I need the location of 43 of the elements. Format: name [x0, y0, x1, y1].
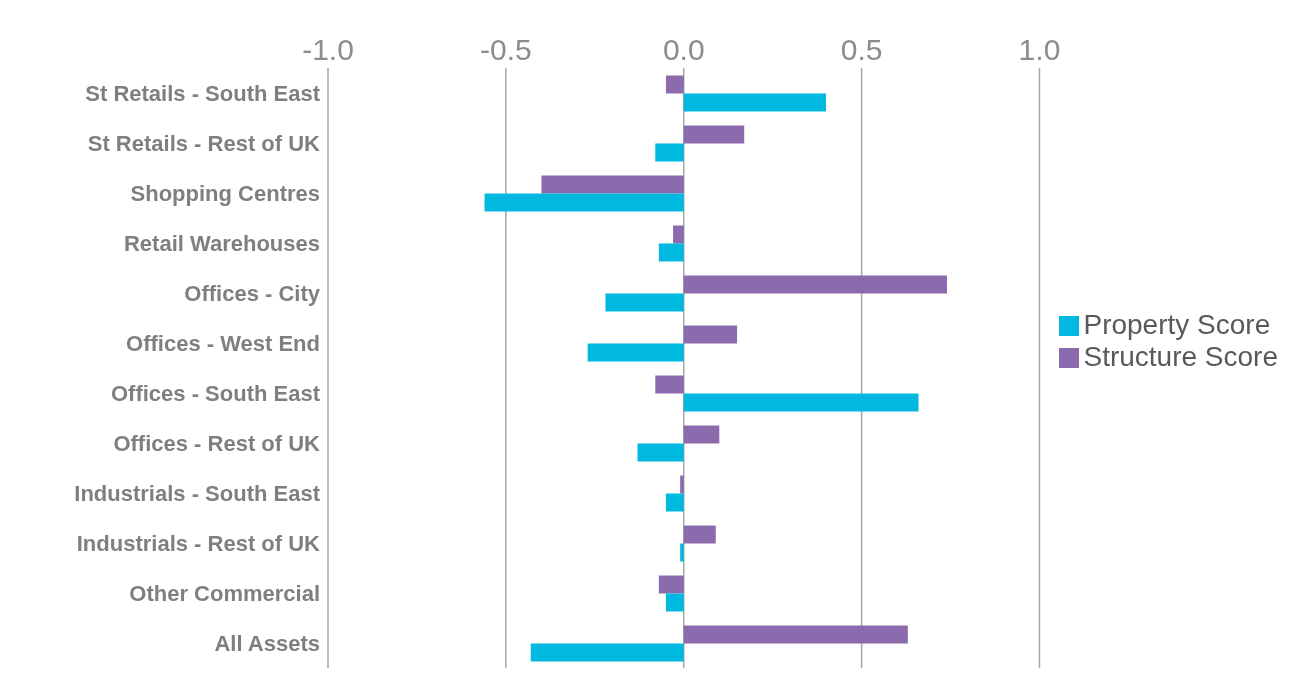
y-tick-label: All Assets [214, 630, 320, 656]
x-tick-label: 1.0 [1018, 33, 1061, 66]
bar [655, 143, 684, 162]
legend-label: Structure Score [1083, 340, 1278, 372]
bar [683, 93, 827, 112]
bar [665, 593, 684, 612]
y-tick-label: Offices - South East [110, 380, 321, 406]
bar [658, 575, 684, 594]
bar [665, 493, 684, 512]
x-tick-label: 0.0 [662, 33, 705, 66]
bar [655, 375, 684, 394]
y-tick-label: Offices - City [184, 280, 321, 306]
bar [683, 325, 738, 344]
legend-label: Property Score [1083, 308, 1271, 340]
x-tick-label: -1.0 [302, 33, 354, 66]
bar [484, 193, 684, 212]
bar [683, 525, 716, 544]
y-tick-label: Industrials - Rest of UK [76, 530, 321, 556]
bar [587, 343, 684, 362]
y-tick-label: Industrials - South East [74, 480, 321, 506]
bar [658, 243, 684, 262]
y-tick-label: St Retails - South East [85, 80, 321, 106]
bar [680, 543, 684, 562]
bar [683, 275, 947, 294]
y-tick-label: St Retails - Rest of UK [87, 130, 321, 156]
bar [637, 443, 684, 462]
y-tick-label: Offices - West End [126, 330, 320, 356]
bar [683, 625, 908, 644]
bar [665, 75, 684, 94]
y-tick-label: Other Commercial [129, 580, 320, 606]
bar [541, 175, 684, 194]
y-tick-label: Shopping Centres [130, 180, 320, 206]
y-tick-label: Offices - Rest of UK [113, 430, 321, 456]
bar [673, 225, 684, 244]
bar [530, 643, 684, 662]
x-tick-label: 0.5 [840, 33, 883, 66]
bar [605, 293, 684, 312]
y-tick-label: Retail Warehouses [123, 230, 320, 256]
x-tick-label: -0.5 [480, 33, 532, 66]
bar [683, 393, 919, 412]
bar [683, 425, 720, 444]
bar [680, 475, 684, 494]
bar [683, 125, 745, 144]
